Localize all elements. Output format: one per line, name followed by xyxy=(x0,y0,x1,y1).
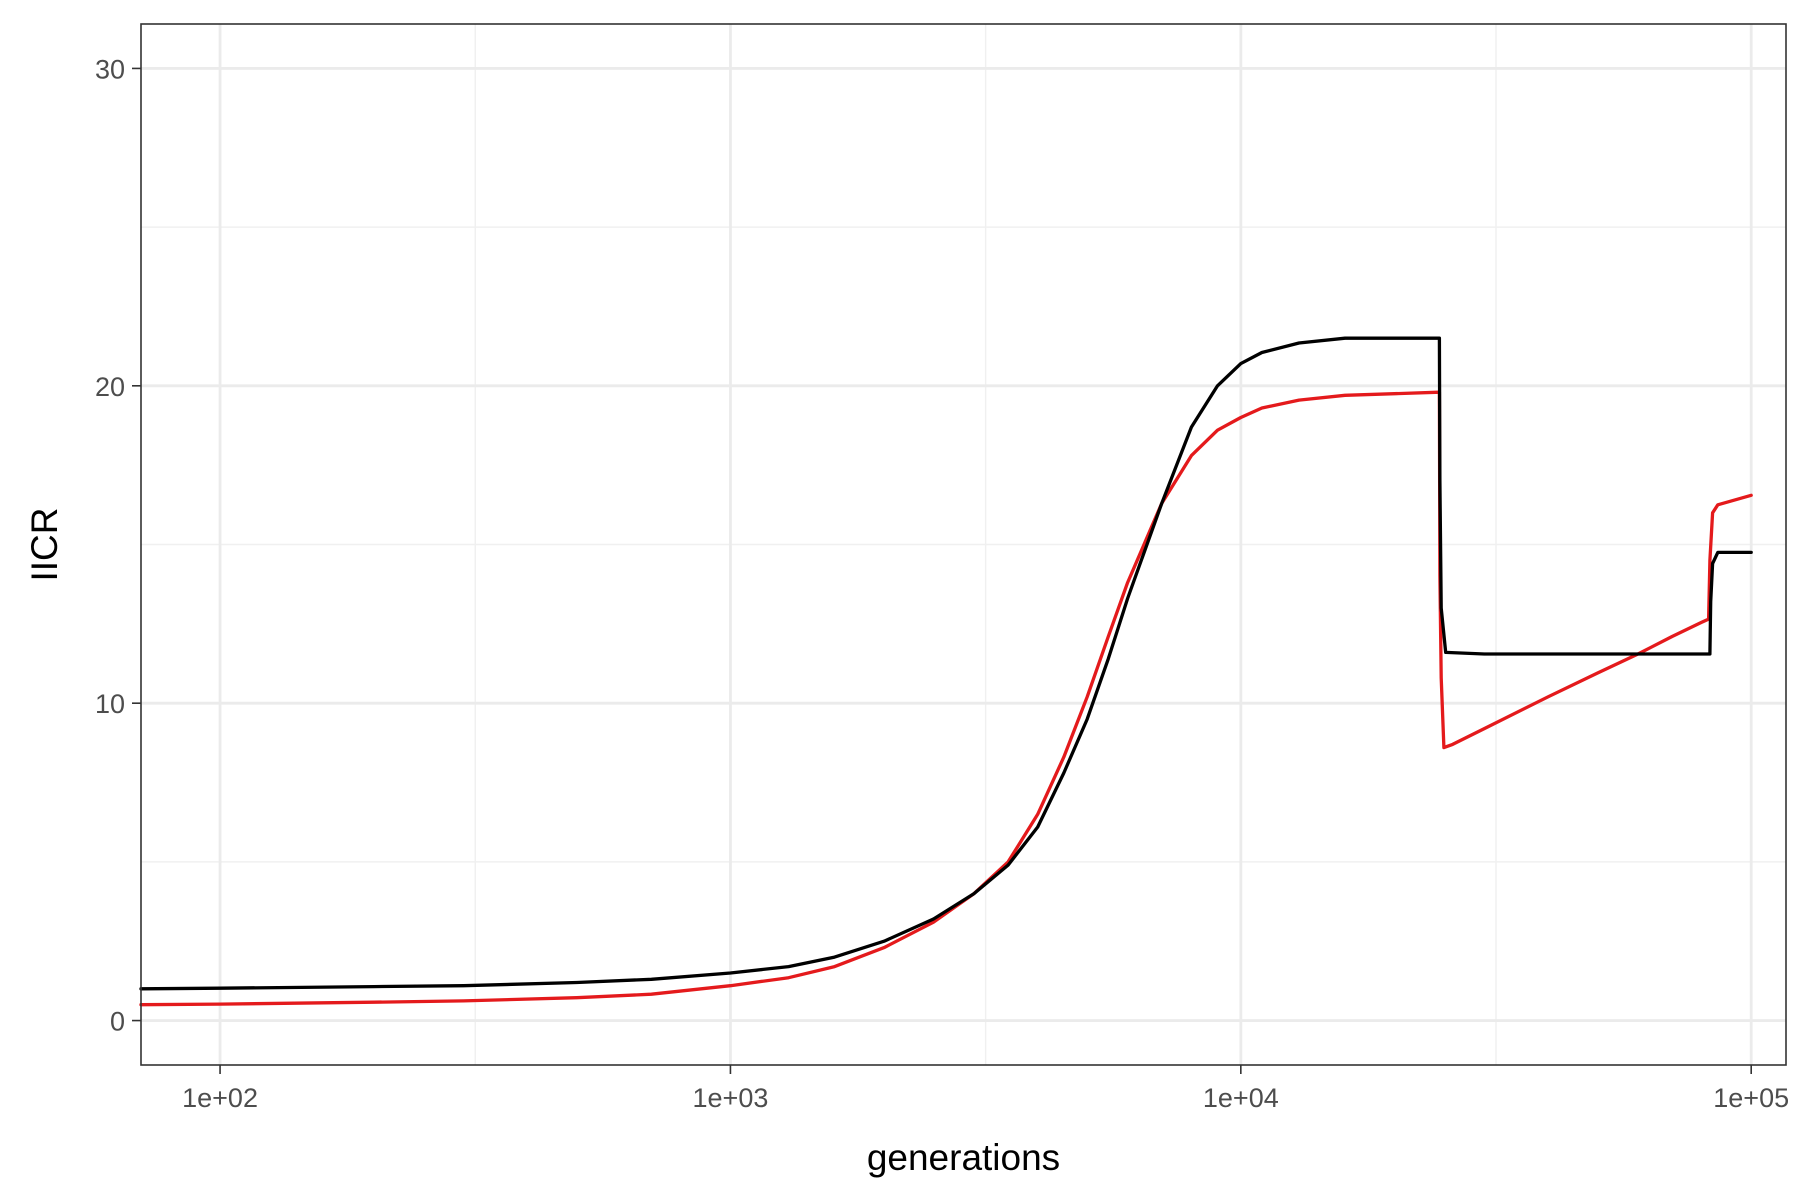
series-line-1 xyxy=(139,390,1753,1007)
panel-border xyxy=(140,23,1787,1066)
y-tick-label: 0 xyxy=(110,1007,125,1037)
x-axis-title: generations xyxy=(867,1137,1060,1178)
y-tick-label: 20 xyxy=(95,372,125,402)
series-line-2 xyxy=(139,336,1753,991)
y-tick-label: 10 xyxy=(95,689,125,719)
major-gridlines xyxy=(141,24,1786,1065)
axis-ticks: 1e+02 1e+03 1e+04 1e+05 0 10 20 30 xyxy=(95,54,1789,1113)
x-tick-label: 1e+05 xyxy=(1713,1083,1789,1113)
x-tick-label: 1e+02 xyxy=(182,1083,258,1113)
minor-gridlines xyxy=(141,24,1786,1065)
series-layer xyxy=(139,336,1753,1007)
x-tick-label: 1e+04 xyxy=(1203,1083,1279,1113)
y-axis-title: IICR xyxy=(24,508,65,582)
x-tick-label: 1e+03 xyxy=(693,1083,769,1113)
y-tick-label: 30 xyxy=(95,54,125,84)
